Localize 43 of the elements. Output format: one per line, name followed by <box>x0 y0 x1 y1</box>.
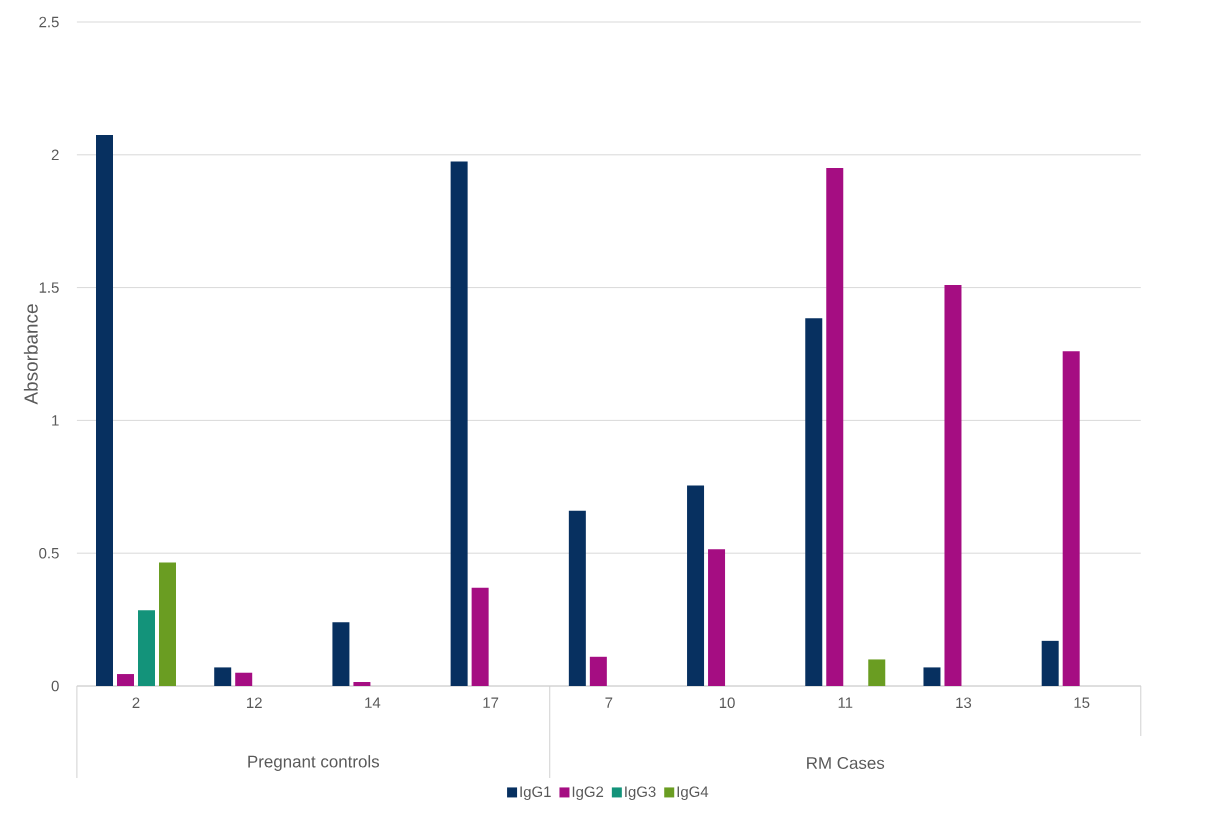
bar <box>138 610 155 686</box>
x-tick-label: 12 <box>247 697 262 708</box>
y-tick-label: 2 <box>51 149 59 161</box>
text: Pregnant controls <box>248 755 380 771</box>
legend-label: IgG2 <box>572 786 604 800</box>
bar <box>805 318 823 686</box>
x-tick-label: 10 <box>719 697 735 709</box>
y-tick-label: 0.5 <box>39 547 59 559</box>
x-tick-label: 2 <box>132 697 140 708</box>
legend-label: IgG3 <box>625 786 656 800</box>
bar <box>450 161 468 686</box>
y-axis-title: Absorbance <box>23 304 38 405</box>
text: RM Cases <box>807 757 885 769</box>
y-tick-label: 2.5 <box>39 16 59 28</box>
bar <box>332 622 350 686</box>
y-tick-label: 1.5 <box>39 282 59 293</box>
bar <box>708 549 726 686</box>
legend-label: IgG4 <box>677 786 709 800</box>
x-tick-label: 17 <box>483 697 499 708</box>
bar <box>471 587 489 686</box>
bar <box>353 682 371 686</box>
bar <box>589 656 607 686</box>
bar <box>826 168 844 686</box>
y-tick-label: 1 <box>52 415 59 426</box>
bar <box>1041 640 1059 686</box>
bar <box>568 510 586 686</box>
x-tick-label: 11 <box>838 697 853 708</box>
bar <box>944 284 962 686</box>
bar <box>96 134 113 686</box>
bar <box>235 672 253 686</box>
bar <box>868 659 886 686</box>
x-tick-label: 13 <box>956 697 972 709</box>
x-tick-label: 7 <box>605 697 613 708</box>
bar <box>923 667 941 686</box>
bar <box>687 485 705 686</box>
bar <box>159 562 176 686</box>
bar <box>117 674 134 686</box>
bar <box>214 667 232 686</box>
y-tick-label: 0 <box>51 680 59 692</box>
x-tick-label: 15 <box>1074 697 1090 708</box>
legend-label: IgG1 <box>520 786 551 800</box>
x-tick-label: 14 <box>365 697 381 708</box>
bar <box>1062 351 1080 686</box>
